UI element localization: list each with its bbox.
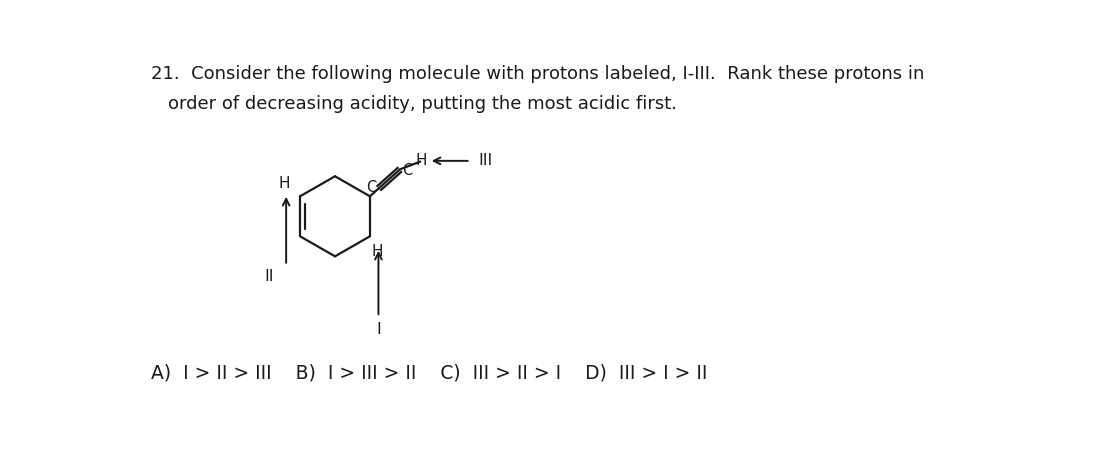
Text: II: II [265, 269, 274, 284]
Text: H: H [415, 153, 426, 168]
Text: I: I [376, 322, 380, 337]
Text: III: III [478, 153, 492, 168]
Text: C: C [366, 180, 376, 195]
Text: H: H [371, 244, 384, 259]
Text: C: C [402, 162, 413, 177]
Text: H: H [279, 176, 290, 191]
Text: order of decreasing acidity, putting the most acidic first.: order of decreasing acidity, putting the… [168, 95, 677, 113]
Text: 21.  Consider the following molecule with protons labeled, I-III.  Rank these pr: 21. Consider the following molecule with… [152, 65, 924, 83]
Text: A)  I > II > III    B)  I > III > II    C)  III > II > I    D)  III > I > II: A) I > II > III B) I > III > II C) III >… [152, 363, 708, 382]
